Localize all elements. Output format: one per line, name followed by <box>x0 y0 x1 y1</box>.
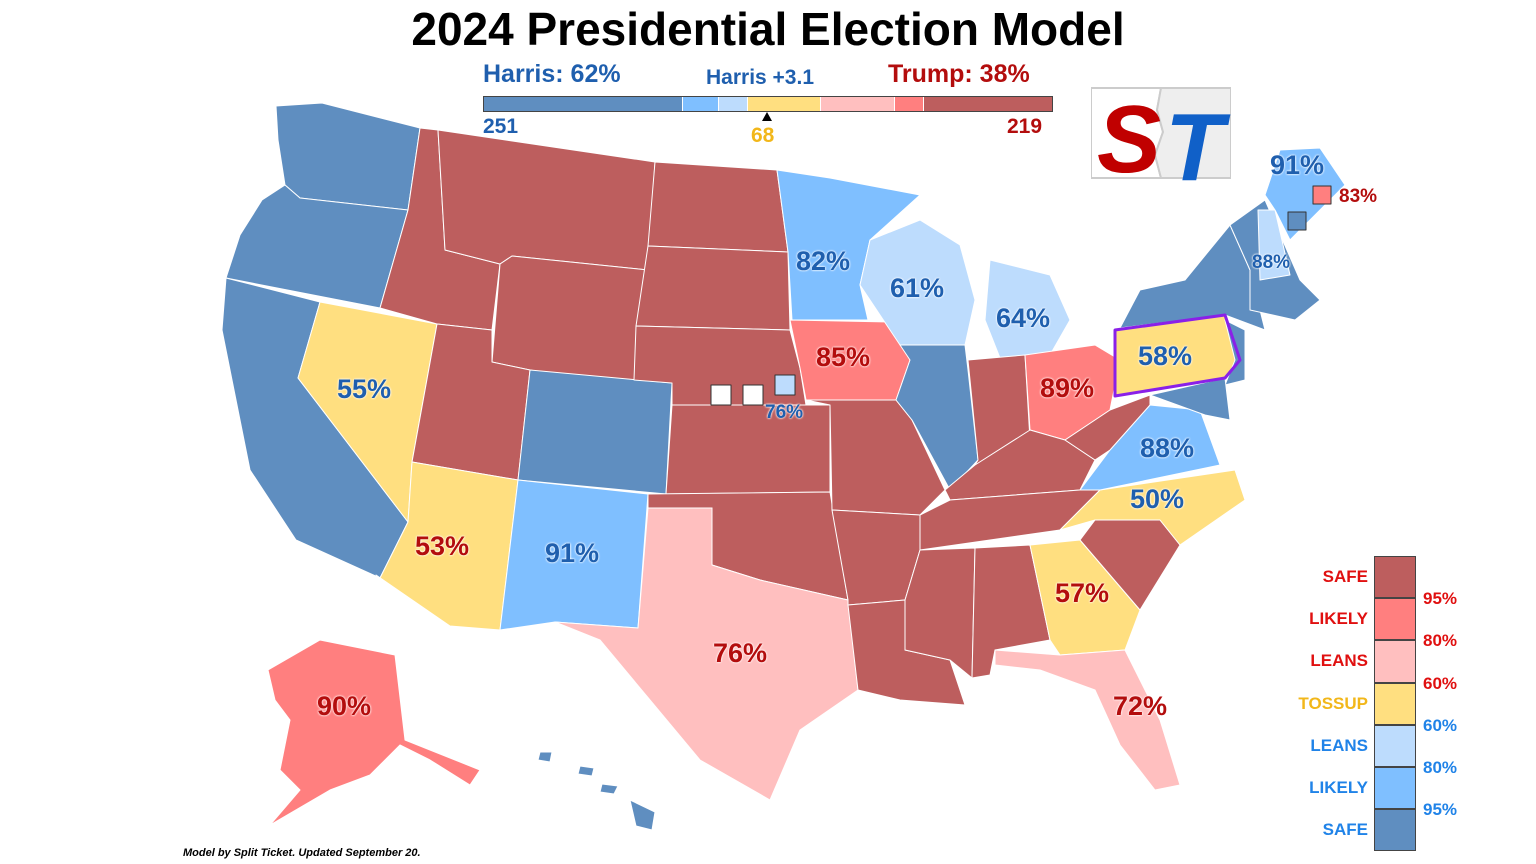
svg-text:S: S <box>1097 86 1161 183</box>
label-fl: 72% <box>1113 691 1168 721</box>
legend-swatch-likely_d <box>1374 767 1416 810</box>
legend-label-likely_d: LIKELY <box>1309 778 1368 797</box>
legend-swatch-leans_r <box>1374 640 1416 683</box>
state-ak <box>267 639 481 826</box>
legend-swatch-tossup <box>1374 682 1416 725</box>
bar-segment-safe_d <box>484 97 683 111</box>
state-or <box>225 184 409 309</box>
legend-label-tossup: TOSSUP <box>1298 693 1368 713</box>
state-co <box>517 369 673 495</box>
label-ia: 85% <box>816 342 871 372</box>
label-az: 53% <box>415 531 470 561</box>
label-ak: 90% <box>317 691 372 721</box>
trump-probability: Trump: 38% <box>888 60 1030 88</box>
legend-label-leans_d: LEANS <box>1310 735 1368 755</box>
state-nc <box>1059 469 1246 546</box>
label-ga: 57% <box>1055 578 1110 608</box>
ne1-box <box>710 384 732 406</box>
state-wv <box>1064 394 1151 461</box>
state-ks <box>665 404 831 495</box>
label-wi: 61% <box>890 273 945 303</box>
polling-margin: Harris +3.1 <box>706 66 814 89</box>
label-me2: 83% <box>1339 186 1378 207</box>
state-hi-4 <box>629 799 656 831</box>
state-mt <box>437 129 656 271</box>
state-nj <box>1224 319 1246 386</box>
pa-highlight-outline <box>1113 313 1242 398</box>
bar-segment-tossup <box>747 97 821 111</box>
label-oh: 89% <box>1040 373 1095 403</box>
label-ne2: 76% <box>765 402 804 423</box>
state-wi <box>859 219 976 346</box>
label-nh: 88% <box>1252 252 1291 273</box>
legend-threshold: 80% <box>1423 758 1458 777</box>
legend-swatch-safe_r <box>1374 556 1416 599</box>
trump-electoral-votes: 219 <box>1007 115 1043 138</box>
bar-segment-likely_r <box>894 97 925 111</box>
label-mn: 82% <box>796 246 851 276</box>
legend-label-leans_r: LEANS <box>1310 651 1368 671</box>
legend-swatch-leans_d <box>1374 724 1416 767</box>
bar-segment-leans_d <box>719 97 748 111</box>
state-fl <box>994 649 1181 791</box>
label-nm: 91% <box>545 538 600 568</box>
ne3-box <box>742 384 764 406</box>
harris-electoral-votes: 251 <box>483 115 519 138</box>
legend-label-likely_r: LIKELY <box>1309 609 1368 629</box>
state-hi-1 <box>537 751 553 763</box>
harris-probability: Harris: 62% <box>483 60 621 88</box>
label-tx: 76% <box>713 638 768 668</box>
label-me: 91% <box>1270 150 1325 180</box>
legend-label-safe_d: SAFE <box>1322 820 1368 840</box>
me1-box <box>1287 211 1307 231</box>
midpoint-marker-icon <box>762 112 772 121</box>
legend-swatch-likely_r <box>1374 598 1416 641</box>
label-nv: 55% <box>337 374 392 404</box>
electoral-vote-bar <box>483 96 1053 112</box>
bar-segment-leans_r <box>820 97 895 111</box>
footer-note: Model by Split Ticket. Updated September… <box>183 847 421 859</box>
state-sd <box>635 245 791 331</box>
label-va: 88% <box>1140 433 1195 463</box>
legend-threshold: 95% <box>1423 589 1458 609</box>
state-tx <box>554 507 859 801</box>
label-pa: 58% <box>1138 341 1193 371</box>
me2-box <box>1312 185 1332 205</box>
state-nh <box>1257 209 1291 281</box>
legend-threshold: 60% <box>1423 673 1458 693</box>
legend-threshold: 60% <box>1423 715 1458 735</box>
label-mi: 64% <box>996 303 1051 333</box>
legend-threshold: 80% <box>1423 631 1458 651</box>
state-md <box>1149 377 1231 421</box>
state-hi-2 <box>577 765 595 777</box>
ne2-box <box>774 374 796 396</box>
legend-swatch-safe_d <box>1374 809 1416 852</box>
label-nc: 50% <box>1130 484 1185 514</box>
legend-label-safe_r: SAFE <box>1322 567 1368 586</box>
bar-segment-safe_r <box>924 97 1052 111</box>
state-wa <box>275 102 421 211</box>
state-nd <box>647 161 789 253</box>
tossup-electoral-votes: 68 <box>751 124 775 147</box>
bar-segment-likely_d <box>682 97 720 111</box>
legend-threshold: 95% <box>1423 800 1458 820</box>
page-title: 2024 Presidential Election Model <box>411 3 1125 55</box>
state-hi-3 <box>599 783 619 795</box>
state-me <box>1264 147 1346 241</box>
